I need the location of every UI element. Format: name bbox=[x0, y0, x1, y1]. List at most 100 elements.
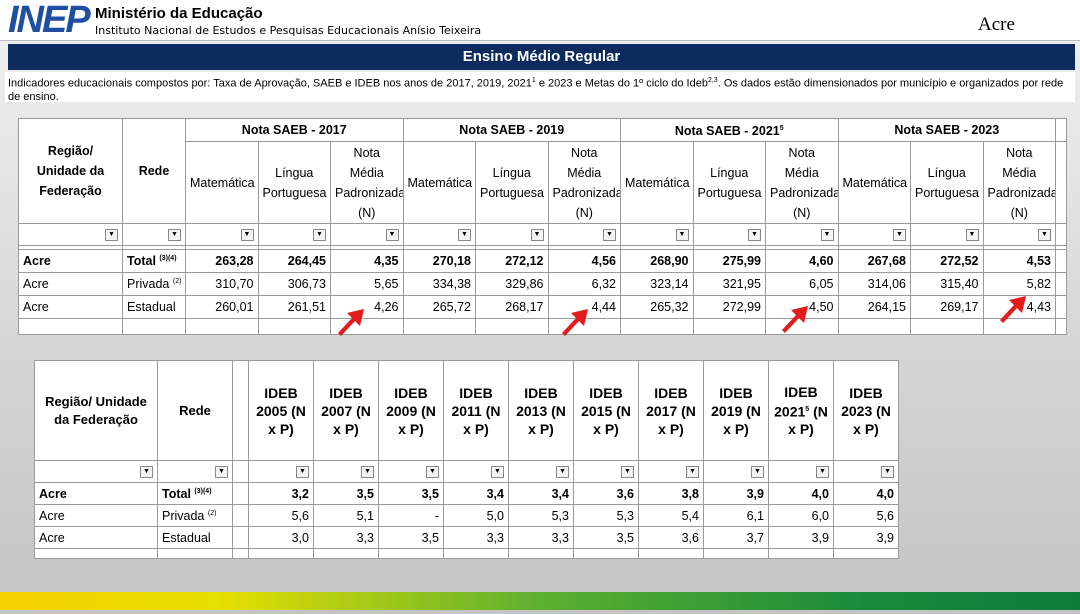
value-cell: 3,3 bbox=[508, 526, 574, 549]
value-cell: 3,5 bbox=[378, 526, 444, 549]
filter-button[interactable]: ▼ bbox=[385, 228, 399, 241]
filter-button[interactable]: ▼ bbox=[816, 465, 829, 478]
filter-button[interactable]: ▼ bbox=[140, 465, 153, 478]
group-title: Nota SAEB - 2019 bbox=[459, 123, 565, 138]
value-cell: 329,86 bbox=[475, 272, 549, 297]
footer-bar bbox=[0, 592, 1080, 610]
filter-row: ▼ ▼ ▼ ▼ ▼ ▼ ▼ ▼ ▼ ▼ ▼ ▼ bbox=[34, 460, 899, 483]
empty-row bbox=[18, 318, 1068, 336]
value-cell: 3,0 bbox=[248, 526, 314, 549]
network-cell: Total (3)(4) bbox=[122, 249, 186, 274]
empty bbox=[692, 318, 766, 336]
filter-button[interactable]: ▼ bbox=[621, 465, 634, 478]
sub-header: Matemática bbox=[837, 141, 912, 225]
value-cell: 5,0 bbox=[443, 504, 509, 527]
region-cell: Acre bbox=[18, 295, 123, 320]
value-cell: 264,45 bbox=[257, 249, 331, 274]
filter-button[interactable]: ▼ bbox=[313, 228, 326, 241]
filter-button[interactable]: ▼ bbox=[748, 228, 761, 241]
filter-button[interactable]: ▼ bbox=[881, 465, 894, 478]
ideb-title: IDEB 2023 (N x P) bbox=[841, 384, 891, 437]
stub bbox=[1055, 249, 1068, 274]
empty bbox=[232, 548, 249, 559]
empty bbox=[402, 318, 476, 336]
value-cell: - bbox=[378, 504, 444, 527]
filter-button[interactable]: ▼ bbox=[893, 228, 907, 241]
filter-button[interactable]: ▼ bbox=[603, 228, 616, 241]
data-row: Acre Estadual 260,01 261,51 4,26 265,72 268,17… bbox=[18, 295, 1068, 320]
filter-button[interactable]: ▼ bbox=[820, 228, 834, 241]
region-cell: Acre bbox=[18, 249, 123, 274]
filter-button[interactable]: ▼ bbox=[686, 465, 699, 478]
filter-button[interactable]: ▼ bbox=[361, 465, 374, 478]
value-cell: 268,90 bbox=[620, 249, 694, 274]
value-cell: 310,70 bbox=[185, 272, 259, 297]
filter-button[interactable]: ▼ bbox=[751, 465, 764, 478]
filter-button[interactable]: ▼ bbox=[168, 228, 181, 241]
sub-header: Matemática bbox=[402, 141, 476, 225]
network-cell: Total (3)(4) bbox=[157, 482, 233, 505]
filter-cell: ▼ bbox=[638, 460, 704, 483]
value-cell: 3,9 bbox=[703, 482, 769, 505]
group-title: Nota SAEB - 2021 bbox=[674, 124, 780, 139]
empty bbox=[508, 548, 574, 559]
value-cell: 321,95 bbox=[692, 272, 766, 297]
empty bbox=[475, 318, 549, 336]
filter-button[interactable]: ▼ bbox=[240, 228, 254, 241]
sub-header: Matemática bbox=[620, 141, 694, 225]
value-cell: 3,5 bbox=[573, 526, 639, 549]
filter-button[interactable]: ▼ bbox=[530, 228, 544, 241]
filter-button[interactable]: ▼ bbox=[458, 228, 471, 241]
sub-header: Nota Média Padronizada (N) bbox=[330, 141, 404, 225]
filter-button[interactable]: ▼ bbox=[675, 228, 689, 241]
value-cell: 5,65 bbox=[330, 272, 404, 297]
value-cell: 261,51 bbox=[257, 295, 331, 320]
filter-button[interactable]: ▼ bbox=[965, 228, 979, 241]
filter-cell: ▼ bbox=[620, 223, 694, 247]
empty bbox=[157, 548, 233, 559]
filter-cell: ▼ bbox=[34, 460, 158, 483]
group-header: Nota SAEB - 2019 bbox=[402, 117, 621, 143]
filter-button[interactable]: ▼ bbox=[296, 465, 309, 478]
filter-button[interactable]: ▼ bbox=[1038, 228, 1052, 241]
ideb-header: IDEB 2005 (N x P) bbox=[248, 360, 314, 461]
group-title: Nota SAEB - 2023 bbox=[894, 123, 1000, 138]
data-row: Acre Estadual 3,0 3,3 3,5 3,3 3,3 3,5 3,6 3,7 3,9 3… bbox=[34, 526, 899, 549]
empty bbox=[765, 318, 839, 336]
filter-button[interactable]: ▼ bbox=[556, 465, 569, 478]
filter-button[interactable]: ▼ bbox=[491, 465, 504, 478]
empty bbox=[620, 318, 694, 336]
empty bbox=[910, 318, 984, 336]
sup: 5 bbox=[779, 125, 784, 132]
stub bbox=[1055, 295, 1068, 320]
filter-button[interactable]: ▼ bbox=[426, 465, 439, 478]
value-cell: 3,4 bbox=[443, 482, 509, 505]
empty bbox=[703, 548, 769, 559]
note: (2) bbox=[207, 509, 217, 517]
value-cell: 263,28 bbox=[185, 249, 259, 274]
empty bbox=[313, 548, 379, 559]
stub bbox=[1055, 223, 1068, 247]
banner: Ensino Médio Regular bbox=[8, 44, 1075, 70]
ideb-title: IDEB 2013 (N x P) bbox=[516, 384, 566, 437]
filter-cell: ▼ bbox=[475, 223, 549, 247]
sup: 2,3 bbox=[707, 77, 718, 84]
ideb-table: Região/ Unidade da Federação Rede IDEB 200… bbox=[34, 360, 899, 559]
value-cell: 4,0 bbox=[833, 482, 899, 505]
value-cell: 6,32 bbox=[547, 272, 621, 297]
network: Total bbox=[162, 486, 191, 501]
empty bbox=[248, 548, 314, 559]
ideb-title: IDEB 2021 bbox=[774, 383, 818, 420]
value-cell: 4,56 bbox=[547, 249, 621, 274]
stub bbox=[232, 482, 249, 505]
filter-button[interactable]: ▼ bbox=[215, 465, 228, 478]
filter-cell: ▼ bbox=[547, 223, 621, 247]
value-cell: 3,6 bbox=[573, 482, 639, 505]
empty bbox=[837, 318, 912, 336]
empty bbox=[378, 548, 444, 559]
network-header: Rede bbox=[122, 117, 186, 225]
filter-cell: ▼ bbox=[837, 223, 912, 247]
ideb-title: IDEB 2005 (N x P) bbox=[256, 384, 306, 437]
filter-button[interactable]: ▼ bbox=[105, 228, 118, 241]
